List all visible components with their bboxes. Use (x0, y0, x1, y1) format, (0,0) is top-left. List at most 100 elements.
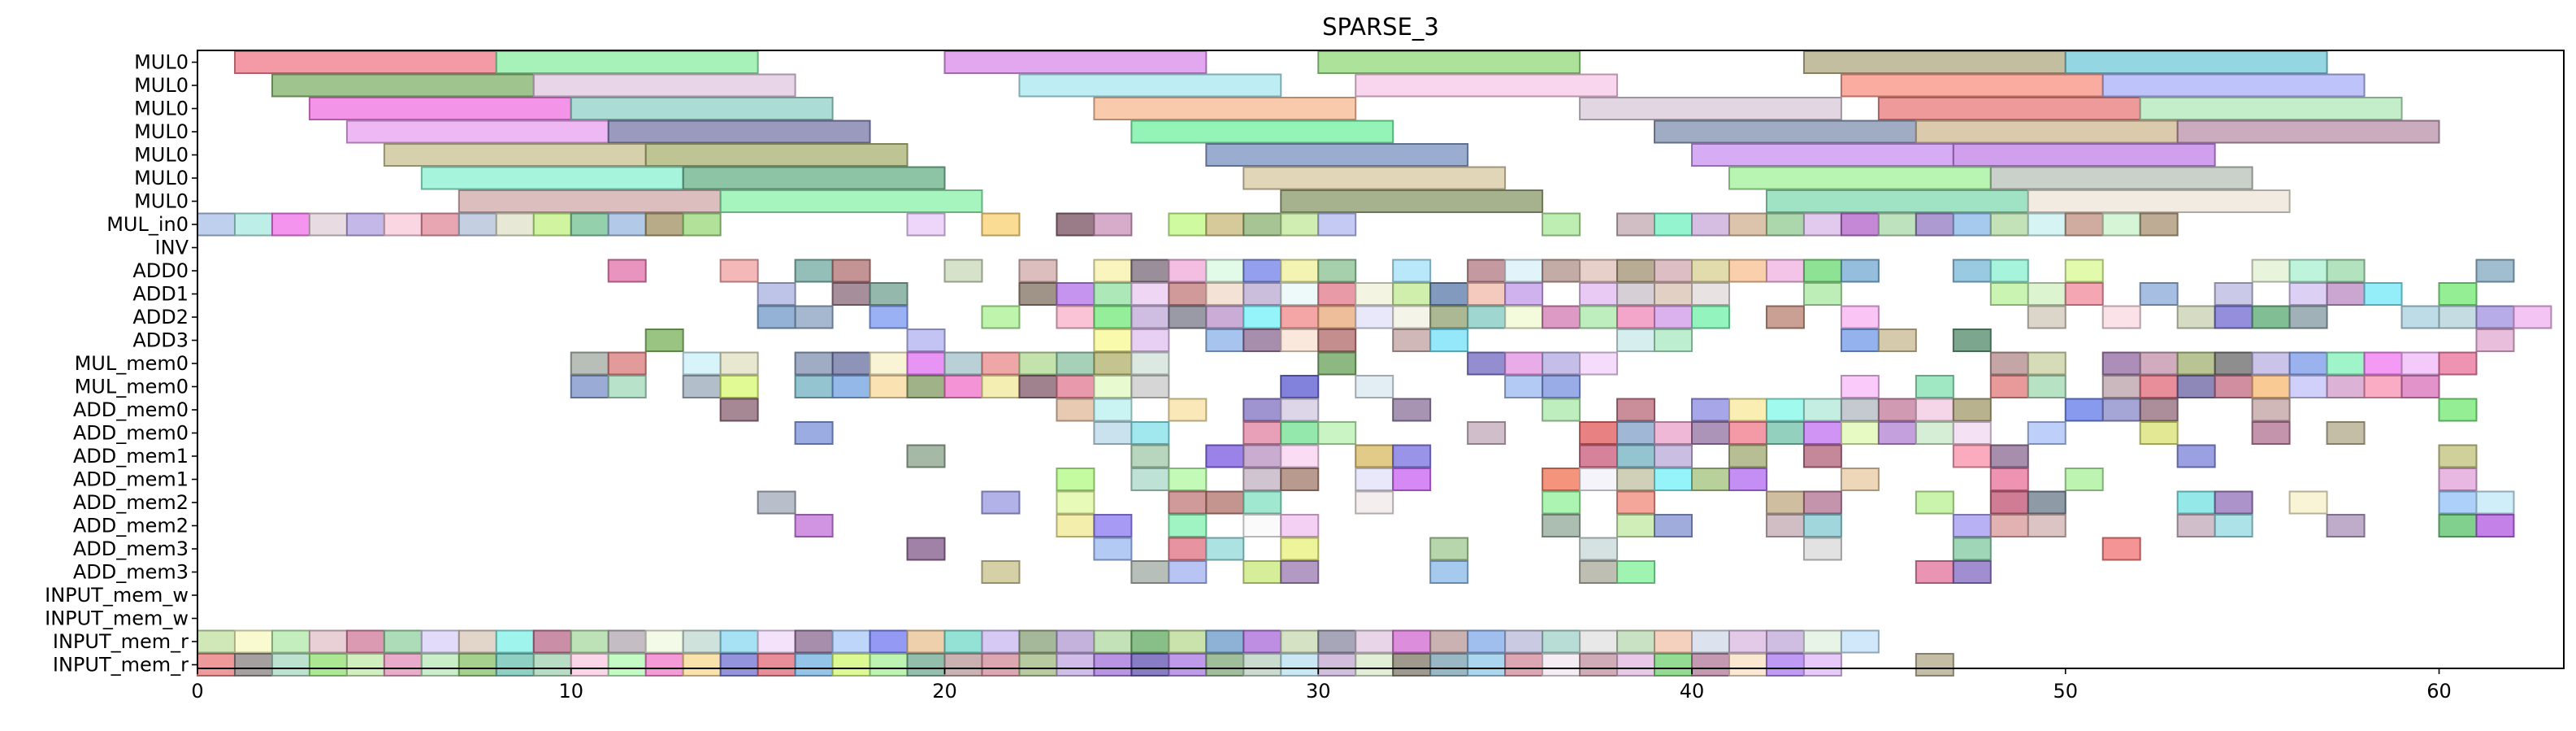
task-bar (1018, 653, 1058, 677)
task-bar (1242, 629, 1282, 654)
task-bar (1317, 305, 1357, 329)
task-bar (1579, 537, 1619, 561)
task-bar (644, 653, 684, 677)
row-label: ADD_mem3 (73, 561, 189, 584)
task-bar (1018, 629, 1058, 654)
task-bar (2214, 490, 2253, 515)
task-bar (1915, 560, 1954, 584)
task-bar (1056, 212, 1095, 237)
task-bar (1093, 375, 1133, 398)
task-bar (570, 351, 609, 376)
task-bar (1093, 259, 1133, 283)
row-label: INPUT_mem_w (45, 584, 189, 607)
x-tick-label: 0 (191, 680, 203, 703)
task-bar (906, 537, 946, 561)
task-bar (869, 375, 909, 398)
task-bar (1280, 537, 1320, 561)
task-bar (2027, 305, 2066, 329)
task-bar (2027, 375, 2066, 398)
task-bar (1280, 421, 1320, 445)
task-bar (1915, 490, 1954, 515)
task-bar (1130, 421, 1170, 445)
task-bar (719, 351, 759, 376)
task-bar (1728, 166, 1992, 190)
task-bar (233, 212, 273, 237)
task-bar (1802, 398, 1842, 422)
task-bar (906, 375, 946, 398)
task-bar (2027, 282, 2066, 306)
task-bar (2027, 189, 2291, 213)
task-bar (1915, 653, 1954, 677)
task-bar (1317, 212, 1357, 237)
task-bar (570, 629, 609, 654)
row-label: MUL0 (134, 74, 189, 97)
row-label: ADD_mem3 (73, 537, 189, 560)
task-bar (1467, 629, 1507, 654)
task-bar (981, 653, 1021, 677)
task-bar (1802, 490, 1842, 515)
task-bar (1317, 259, 1357, 283)
task-bar (981, 305, 1021, 329)
task-bar (1018, 375, 1058, 398)
task-bar (1168, 514, 1208, 537)
task-bar (1654, 259, 1693, 283)
plot-frame (197, 50, 2565, 669)
task-bar (1467, 351, 1507, 376)
task-bar (719, 629, 759, 654)
task-bar (1056, 514, 1095, 537)
task-bar (981, 351, 1021, 376)
task-bar (2251, 305, 2291, 329)
task-bar (2475, 259, 2515, 283)
task-bar (1130, 468, 1170, 491)
task-bar (1093, 305, 1133, 329)
task-bar (2438, 398, 2478, 422)
task-bar (2438, 444, 2478, 468)
task-bar (2288, 259, 2328, 283)
task-bar (1579, 351, 1619, 376)
task-bar (2438, 282, 2478, 306)
task-bar (383, 629, 423, 654)
task-bar (1280, 282, 1320, 306)
task-bar (2475, 329, 2515, 352)
task-bar (1989, 444, 2029, 468)
task-bar (1242, 490, 1282, 515)
task-bar (2027, 351, 2066, 376)
task-bar (1130, 444, 1170, 468)
task-bar (1242, 421, 1282, 445)
task-bar (2214, 282, 2253, 306)
task-bar (1168, 398, 1208, 422)
task-bar (831, 282, 871, 306)
task-bar (794, 629, 834, 654)
x-tick-label: 60 (2426, 680, 2452, 703)
task-bar (458, 653, 497, 677)
task-bar (1429, 305, 1469, 329)
task-bar (2288, 375, 2328, 398)
task-bar (1691, 143, 1954, 167)
task-bar (607, 120, 871, 144)
task-bar (1802, 212, 1842, 237)
task-bar (1579, 629, 1619, 654)
task-bar (1579, 653, 1619, 677)
task-bar (906, 351, 946, 376)
task-bar (1280, 259, 1320, 283)
task-bar (1877, 212, 1917, 237)
row-label: MUL0 (134, 167, 189, 189)
row-label: ADD3 (132, 329, 189, 352)
task-bar (2027, 514, 2066, 537)
row-label: MUL0 (134, 120, 189, 143)
task-bar (1056, 653, 1095, 677)
task-bar (1317, 653, 1357, 677)
task-bar (981, 490, 1021, 515)
task-bar (1392, 653, 1432, 677)
task-bar (570, 212, 609, 237)
task-bar (1579, 444, 1619, 468)
task-bar (2438, 351, 2478, 376)
task-bar (1355, 490, 1394, 515)
task-bar (1542, 212, 1581, 237)
task-bar (1205, 490, 1245, 515)
task-bar (345, 212, 385, 237)
task-bar (1542, 490, 1581, 515)
task-bar (271, 653, 310, 677)
task-bar (458, 189, 722, 213)
